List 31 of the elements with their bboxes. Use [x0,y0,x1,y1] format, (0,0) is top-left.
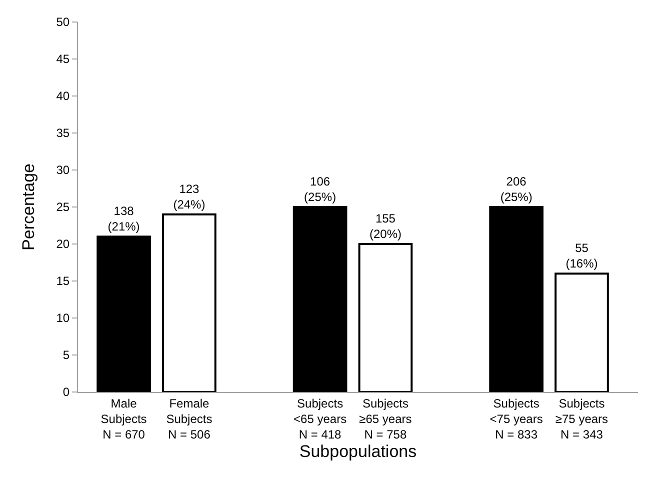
bar [162,213,216,392]
data-label: 106 (25%) [304,174,336,204]
y-tick-label: 0 [62,385,70,400]
y-tick-label: 10 [56,311,70,326]
data-label: 138 (21%) [108,204,140,234]
data-label: 206 (25%) [500,174,532,204]
x-tick-label: Subjects <65 years N = 418 [294,396,347,442]
y-tick-label: 50 [56,15,70,30]
x-tick-label: Female Subjects N = 506 [166,396,212,442]
bar [489,206,544,392]
data-label: 155 (20%) [369,211,402,241]
y-tick-label: 25 [56,200,70,214]
y-tick-label: 30 [56,163,70,178]
bar [292,206,348,392]
bar [358,243,413,392]
x-tick-label: Subjects ≥75 years N = 343 [555,396,608,442]
x-tick-label: Subjects ≥65 years N = 758 [359,396,412,442]
data-label: 55 (16%) [566,241,598,271]
x-tick-label: Male Subjects N = 670 [100,396,147,442]
x-tick-label: Subjects <75 years N = 833 [490,396,543,442]
y-tick-label: 45 [56,52,70,66]
y-tick-label: 40 [56,89,70,104]
bar [554,272,609,392]
y-tick-label: 20 [56,237,70,252]
y-axis-title: Percentage [19,164,38,250]
x-axis-title: Subpopulations [299,442,417,461]
y-tick-label: 35 [56,126,70,140]
data-label: 123 (24%) [173,182,206,212]
y-tick-label: 5 [62,348,70,362]
y-tick-label: 15 [56,274,70,288]
bar [96,236,151,392]
